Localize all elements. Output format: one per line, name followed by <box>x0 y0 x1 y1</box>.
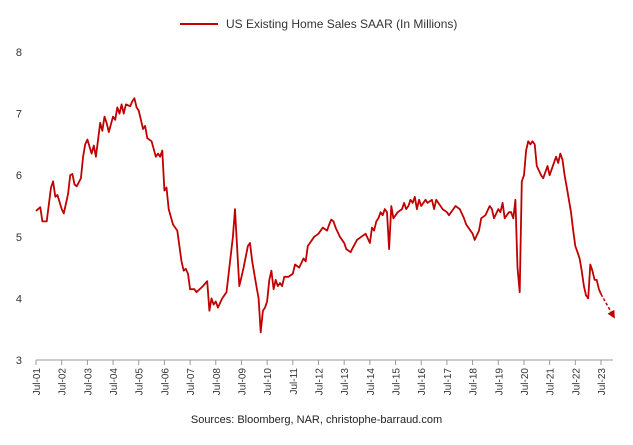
x-tick-label: Jul-20 <box>520 368 531 396</box>
x-tick-label: Jul-09 <box>237 368 248 396</box>
x-tick-label: Jul-07 <box>186 368 197 396</box>
y-tick-label: 7 <box>16 109 22 121</box>
legend: US Existing Home Sales SAAR (In Millions… <box>180 17 457 31</box>
x-axis: Jul-01 Jul-02 Jul-03 Jul-04 Jul-05 Jul-06 Jul-… <box>32 359 613 396</box>
x-tick-label: Jul-10 <box>263 368 274 396</box>
x-tick-label: Jul-16 <box>417 368 428 396</box>
y-tick-label: 3 <box>16 355 22 367</box>
x-tick-label: Jul-02 <box>58 368 69 396</box>
legend-label: US Existing Home Sales SAAR (In Millions… <box>226 17 457 31</box>
forecast-arrow <box>600 293 615 319</box>
y-tick-label: 6 <box>16 170 22 182</box>
x-tick-label: Jul-22 <box>571 368 582 396</box>
y-axis: 3 4 5 6 7 8 <box>16 47 22 367</box>
x-tick-label: Jul-05 <box>135 368 146 396</box>
x-tick-label: Jul-03 <box>83 368 94 396</box>
x-tick-label: Jul-23 <box>597 368 608 396</box>
x-tick-label: Jul-08 <box>212 368 223 396</box>
plot-area <box>35 97 615 334</box>
x-tick-label: Jul-19 <box>494 368 505 396</box>
x-tick-label: Jul-21 <box>546 368 557 396</box>
series-line <box>35 97 602 334</box>
x-tick-label: Jul-11 <box>289 368 300 395</box>
x-tick-label: Jul-15 <box>392 368 403 396</box>
x-tick-label: Jul-14 <box>366 368 377 396</box>
x-tick-label: Jul-01 <box>32 368 43 396</box>
y-tick-label: 5 <box>16 232 22 244</box>
y-tick-label: 4 <box>16 293 22 305</box>
x-tick-label: Jul-17 <box>443 368 454 396</box>
y-tick-label: 8 <box>16 47 22 59</box>
x-tick-label: Jul-13 <box>340 368 351 396</box>
x-tick-label: Jul-04 <box>109 368 120 396</box>
x-tick-label: Jul-18 <box>469 368 480 396</box>
x-tick-label: Jul-06 <box>160 368 171 396</box>
source-note: Sources: Bloomberg, NAR, christophe-barr… <box>190 414 443 426</box>
x-tick-label: Jul-12 <box>315 368 326 396</box>
